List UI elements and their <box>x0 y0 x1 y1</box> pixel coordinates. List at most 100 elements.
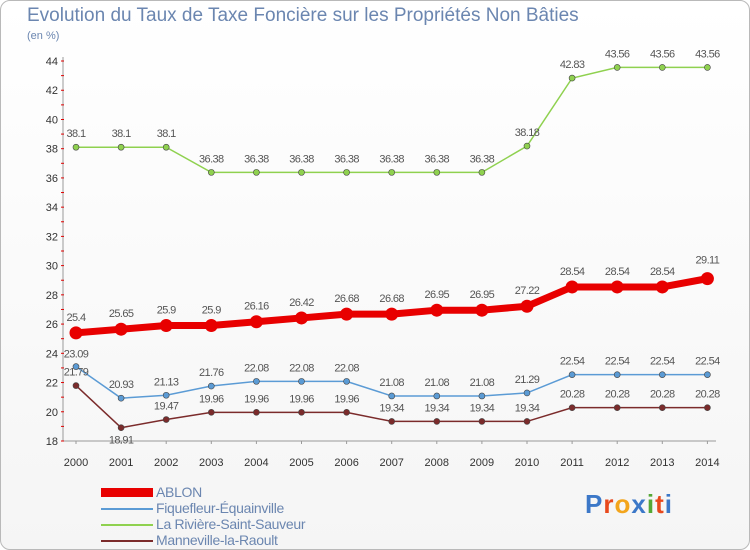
data-label: 25.9 <box>157 305 176 317</box>
x-tick-label: 2007 <box>379 457 403 469</box>
data-label: 21.08 <box>470 377 495 389</box>
data-point-fiquefleur <box>388 392 396 400</box>
y-tick-label: 30 <box>46 261 58 273</box>
unit-label: (en %) <box>27 30 60 42</box>
data-point-fiquefleur <box>568 371 576 378</box>
data-point-ablon <box>565 280 579 294</box>
x-tick-label: 2009 <box>470 457 494 469</box>
data-point-manneville <box>162 416 170 423</box>
data-label: 36.38 <box>425 153 450 165</box>
x-tick-label: 2005 <box>289 457 313 469</box>
data-label: 38.1 <box>157 128 176 140</box>
data-point-ablon <box>430 303 444 317</box>
data-label: 21.76 <box>199 367 224 379</box>
data-label: 25.9 <box>202 305 221 317</box>
data-point-fiquefleur <box>658 371 666 378</box>
y-tick-label: 38 <box>46 144 58 156</box>
data-point-fiquefleur <box>162 391 170 399</box>
x-tick-label: 2002 <box>154 457 178 469</box>
x-tick-label: 2014 <box>695 457 719 469</box>
legend-swatch <box>101 524 153 526</box>
data-point-ablon <box>340 307 354 321</box>
data-point-fiquefleur <box>117 394 125 402</box>
y-tick-label: 32 <box>46 231 58 243</box>
data-label: 36.38 <box>244 153 269 165</box>
data-label: 22.08 <box>334 362 359 374</box>
legend-label: Manneville-la-Raoult <box>156 532 278 548</box>
data-label: 26.68 <box>334 293 359 305</box>
data-label: 21.29 <box>515 374 540 386</box>
data-point-ablon <box>655 280 669 294</box>
data-label: 27.22 <box>515 285 540 297</box>
data-point-manneville <box>658 404 666 411</box>
data-label: 19.34 <box>470 402 495 414</box>
x-tick-label: 2011 <box>560 457 584 469</box>
data-point-fiquefleur <box>343 378 350 385</box>
data-label: 19.96 <box>244 393 269 405</box>
data-point-la-riviere <box>162 143 170 151</box>
x-tick-label: 2003 <box>199 457 223 469</box>
data-point-la-riviere <box>388 169 396 176</box>
x-tick-label: 2000 <box>64 457 88 469</box>
data-point-manneville <box>613 404 621 411</box>
data-point-la-riviere <box>478 169 486 176</box>
data-point-la-riviere <box>72 143 80 151</box>
data-point-la-riviere <box>613 64 621 71</box>
data-label: 21.79 <box>64 367 89 379</box>
data-point-fiquefleur <box>613 371 621 378</box>
data-label: 22.54 <box>650 356 675 368</box>
legend-label: ABLON <box>156 484 202 500</box>
x-tick-label: 2013 <box>650 457 674 469</box>
data-point-ablon <box>159 319 173 333</box>
data-label: 22.54 <box>605 356 630 368</box>
data-label: 19.47 <box>154 401 179 413</box>
data-label: 36.38 <box>334 153 359 165</box>
y-tick-label: 26 <box>46 319 58 331</box>
data-label: 28.54 <box>605 266 630 278</box>
data-point-manneville <box>704 404 711 411</box>
data-point-manneville <box>523 418 531 425</box>
data-label: 20.28 <box>650 389 675 401</box>
logo-letter: P <box>585 489 604 519</box>
data-point-ablon <box>700 272 714 286</box>
data-point-ablon <box>204 319 218 333</box>
data-label: 22.54 <box>695 356 720 368</box>
y-tick-label: 34 <box>46 202 58 214</box>
data-point-la-riviere <box>704 64 711 71</box>
data-label: 20.28 <box>560 389 585 401</box>
data-label: 21.08 <box>379 377 404 389</box>
data-label: 19.34 <box>379 402 404 414</box>
data-point-la-riviere <box>253 169 260 176</box>
data-label: 22.08 <box>244 362 269 374</box>
data-label: 26.42 <box>289 297 314 309</box>
data-point-manneville <box>72 382 80 389</box>
y-tick-label: 20 <box>46 407 58 419</box>
data-point-fiquefleur <box>253 378 260 385</box>
data-label: 22.08 <box>289 362 314 374</box>
data-point-ablon <box>475 303 489 317</box>
data-point-manneville <box>343 409 350 416</box>
data-point-ablon <box>69 326 83 340</box>
y-tick-label: 22 <box>46 378 58 390</box>
data-point-manneville <box>253 409 260 416</box>
data-point-manneville <box>568 404 576 411</box>
y-tick-label: 40 <box>46 114 58 126</box>
data-label: 26.95 <box>425 289 450 301</box>
y-tick-label: 42 <box>46 85 58 97</box>
data-point-fiquefleur <box>704 371 711 378</box>
y-tick-label: 36 <box>46 173 58 185</box>
data-label: 20.93 <box>109 379 134 391</box>
data-point-la-riviere <box>208 169 215 176</box>
logo-letter: i <box>646 489 656 519</box>
data-point-la-riviere <box>658 64 666 71</box>
data-label: 43.56 <box>605 48 630 60</box>
data-label: 42.83 <box>560 59 585 71</box>
data-point-fiquefleur <box>523 389 531 397</box>
data-point-la-riviere <box>117 143 125 151</box>
x-tick-label: 2008 <box>425 457 449 469</box>
data-point-fiquefleur <box>208 382 215 390</box>
data-point-la-riviere <box>568 74 576 82</box>
data-point-fiquefleur <box>298 378 305 385</box>
data-label: 20.28 <box>695 389 720 401</box>
data-label: 19.96 <box>334 393 359 405</box>
